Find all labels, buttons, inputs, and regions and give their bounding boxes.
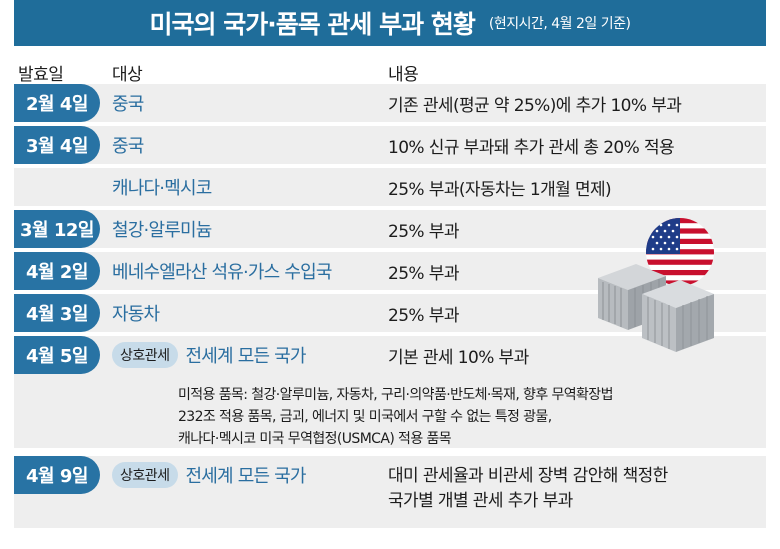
date-tab: 3월 4일	[14, 126, 100, 164]
target-label: 상호관세 전세계 모든 국가	[112, 456, 307, 494]
date-tab: 4월 5일	[14, 336, 100, 374]
table-row: 2월 4일 중국 기존 관세(평균 약 25%)에 추가 10% 부과	[14, 84, 766, 122]
header-target: 대상	[112, 65, 143, 85]
target-text: 전세계 모든 국가	[185, 346, 307, 367]
content-text: 기본 관세 10% 부과	[388, 347, 529, 368]
exempt-line: 232조 적용 품목, 금괴, 에너지 및 미국에서 구할 수 없는 특정 광물…	[178, 409, 552, 425]
content-text: 25% 부과	[388, 305, 459, 326]
date-tab: 4월 3일	[14, 294, 100, 332]
content-text: 기존 관세(평균 약 25%)에 추가 10% 부과	[388, 95, 682, 116]
header-date: 발효일	[18, 65, 64, 85]
reciprocal-tariff-badge: 상호관세	[112, 462, 178, 488]
content-text: 10% 신규 부과돼 추가 관세 총 20% 적용	[388, 137, 675, 158]
page-subtitle: (현지시간, 4월 2일 기준)	[488, 16, 631, 32]
date-tab: 2월 4일	[14, 84, 100, 122]
content-text: 25% 부과(자동차는 1개월 면제)	[388, 179, 612, 200]
table-row: 캐나다·멕시코 25% 부과(자동차는 1개월 면제)	[14, 168, 766, 206]
trade-illustration	[598, 218, 714, 352]
date-tab: 4월 2일	[14, 252, 100, 290]
content-line: 대미 관세율과 비관세 장벽 감안해 책정한	[388, 466, 668, 486]
date-tab: 4월 9일	[14, 456, 100, 494]
exempt-items: 미적용 품목: 철강·알루미늄, 자동차, 구리·의약품·반도체·목재, 향후 …	[178, 384, 613, 450]
target-label: 캐나다·멕시코	[112, 178, 212, 199]
target-label: 베네수엘라산 석유·가스 수입국	[112, 262, 332, 283]
content-text: 25% 부과	[388, 221, 459, 242]
table-row: 3월 12일 철강·알루미늄 25% 부과	[14, 210, 766, 248]
content-text: 대미 관세율과 비관세 장벽 감안해 책정한 국가별 개별 관세 추가 부과	[388, 464, 668, 514]
title-bar: 미국의 국가·품목 관세 부과 현황 (현지시간, 4월 2일 기준)	[14, 0, 766, 46]
target-label: 자동차	[112, 304, 160, 325]
reciprocal-tariff-badge: 상호관세	[112, 342, 178, 368]
table-row: 4월 9일 상호관세 전세계 모든 국가 대미 관세율과 비관세 장벽 감안해 …	[14, 456, 766, 528]
table-row: 3월 4일 중국 10% 신규 부과돼 추가 관세 총 20% 적용	[14, 126, 766, 164]
target-label: 중국	[112, 136, 144, 157]
header-content: 내용	[388, 65, 419, 85]
exempt-line: 캐나다·멕시코 미국 무역협정(USMCA) 적용 품목	[178, 431, 452, 447]
target-label: 상호관세 전세계 모든 국가	[112, 336, 307, 374]
target-label: 철강·알루미늄	[112, 220, 212, 241]
target-text: 전세계 모든 국가	[185, 466, 307, 487]
page-title: 미국의 국가·품목 관세 부과 현황	[149, 10, 476, 39]
table-row: 4월 5일 상호관세 전세계 모든 국가 기본 관세 10% 부과 미적용 품목…	[14, 336, 766, 448]
exempt-line: 미적용 품목: 철강·알루미늄, 자동차, 구리·의약품·반도체·목재, 향후 …	[178, 387, 613, 403]
content-text: 25% 부과	[388, 263, 459, 284]
date-tab: 3월 12일	[14, 210, 100, 248]
target-label: 중국	[112, 94, 144, 115]
us-flag-icon	[646, 218, 714, 286]
content-line: 국가별 개별 관세 추가 부과	[388, 491, 573, 511]
shipping-container-icon	[598, 264, 714, 352]
